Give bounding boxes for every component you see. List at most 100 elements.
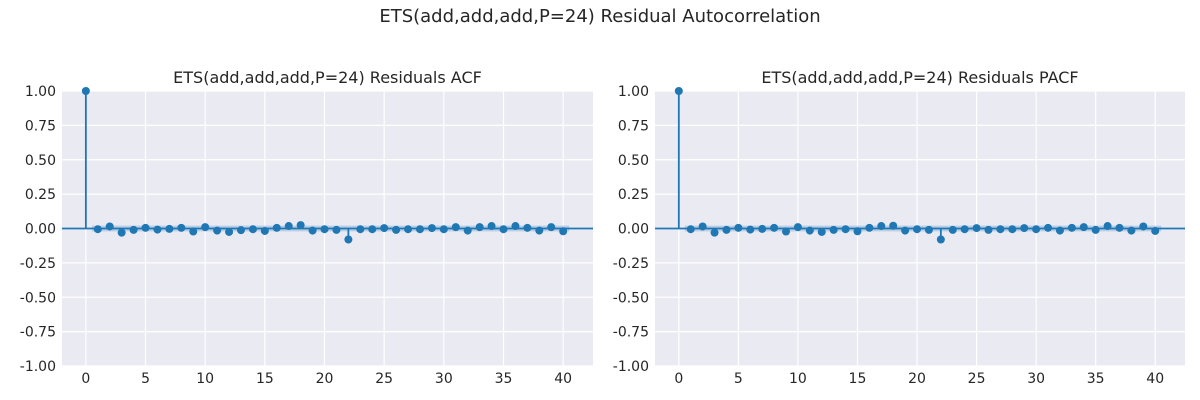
pacf-marker-lag-39 (1139, 222, 1148, 231)
acf-x-tick-label: 25 (375, 371, 393, 387)
pacf-marker-lag-5 (734, 223, 743, 232)
acf-marker-lag-6 (153, 225, 162, 234)
acf-y-tick-label: -0.25 (20, 256, 56, 272)
pacf-marker-lag-6 (746, 225, 755, 234)
acf-marker-lag-25 (380, 224, 389, 233)
pacf-chart-title: ETS(add,add,add,P=24) Residuals PACF (761, 68, 1078, 87)
pacf-marker-lag-17 (877, 222, 886, 231)
acf-y-tick-label: -1.00 (20, 359, 56, 375)
acf-y-tick-label: 0.00 (25, 222, 56, 238)
pacf-y-tick-label: -0.75 (613, 325, 649, 341)
acf-marker-lag-8 (177, 223, 186, 232)
pacf-marker-lag-32 (1055, 226, 1064, 235)
acf-marker-lag-20 (320, 225, 329, 234)
pacf-marker-lag-28 (1008, 225, 1017, 234)
pacf-marker-lag-26 (984, 225, 993, 234)
pacf-x-tick-label: 30 (1027, 371, 1045, 387)
acf-x-tick-label: 15 (256, 371, 274, 387)
pacf-marker-lag-18 (889, 221, 898, 230)
pacf-marker-lag-40 (1151, 226, 1160, 235)
acf-marker-lag-19 (308, 226, 317, 235)
pacf-marker-lag-19 (901, 226, 910, 235)
acf-marker-lag-7 (165, 224, 174, 233)
acf-marker-lag-3 (117, 228, 126, 237)
pacf-x-tick-label: 15 (849, 371, 867, 387)
acf-marker-lag-37 (523, 223, 532, 232)
acf-marker-lag-36 (511, 222, 520, 231)
acf-marker-lag-35 (499, 225, 508, 234)
acf-marker-lag-12 (225, 227, 234, 236)
acf-marker-lag-26 (392, 225, 401, 234)
acf-x-tick-label: 0 (81, 371, 90, 387)
acf-x-tick-label: 35 (495, 371, 513, 387)
pacf-marker-lag-10 (793, 223, 802, 232)
pacf-marker-lag-38 (1127, 226, 1136, 235)
pacf-marker-lag-11 (805, 226, 814, 235)
acf-marker-lag-22 (344, 235, 353, 244)
pacf-marker-lag-7 (758, 224, 767, 233)
pacf-marker-lag-29 (1020, 224, 1029, 233)
pacf-marker-lag-27 (996, 225, 1005, 234)
pacf-marker-lag-21 (924, 225, 933, 234)
pacf-marker-lag-34 (1079, 223, 1088, 232)
acf-marker-lag-13 (236, 226, 245, 235)
acf-x-tick-label: 5 (141, 371, 150, 387)
pacf-marker-lag-12 (817, 227, 826, 236)
acf-marker-lag-38 (535, 226, 544, 235)
acf-y-tick-label: 0.25 (25, 187, 56, 203)
pacf-marker-lag-20 (913, 225, 922, 234)
pacf-y-tick-label: 0.00 (618, 222, 649, 238)
acf-marker-lag-28 (415, 225, 424, 234)
acf-marker-lag-33 (475, 223, 484, 232)
pacf-x-tick-label: 35 (1087, 371, 1105, 387)
pacf-y-tick-label: -0.50 (613, 290, 649, 306)
acf-chart: ETS(add,add,add,P=24) Residuals ACF 0 5 10… (20, 68, 593, 387)
pacf-marker-lag-24 (960, 225, 969, 234)
acf-marker-lag-31 (451, 223, 460, 232)
acf-marker-lag-24 (368, 225, 377, 234)
pacf-marker-lag-22 (936, 235, 945, 244)
pacf-x-tick-label: 5 (734, 371, 743, 387)
pacf-marker-lag-14 (841, 225, 850, 234)
acf-chart-title: ETS(add,add,add,P=24) Residuals ACF (173, 68, 482, 87)
pacf-marker-lag-25 (972, 224, 981, 233)
acf-marker-lag-2 (105, 222, 114, 231)
pacf-y-tick-label: -1.00 (613, 359, 649, 375)
pacf-marker-lag-8 (770, 223, 779, 232)
acf-x-tick-label: 40 (554, 371, 572, 387)
acf-marker-lag-15 (260, 226, 269, 235)
acf-y-tick-label: 1.00 (25, 84, 56, 100)
acf-marker-lag-14 (248, 225, 257, 234)
pacf-x-tick-label: 0 (674, 371, 683, 387)
acf-marker-lag-21 (332, 225, 341, 234)
pacf-y-tick-label: 1.00 (618, 84, 649, 100)
acf-marker-lag-5 (141, 223, 150, 232)
pacf-x-tick-label: 25 (968, 371, 986, 387)
pacf-x-tick-label: 40 (1146, 371, 1164, 387)
pacf-marker-lag-13 (829, 225, 838, 234)
acf-marker-lag-10 (201, 223, 210, 232)
pacf-marker-lag-1 (686, 225, 695, 234)
acf-marker-lag-9 (189, 227, 198, 236)
acf-marker-lag-23 (356, 225, 365, 234)
pacf-marker-lag-23 (948, 225, 957, 234)
pacf-marker-lag-35 (1091, 225, 1100, 234)
acf-x-tick-label: 20 (316, 371, 334, 387)
acf-marker-lag-30 (439, 225, 448, 234)
acf-x-tick-label: 10 (196, 371, 214, 387)
pacf-marker-lag-36 (1103, 222, 1112, 231)
pacf-y-tick-label: 0.25 (618, 187, 649, 203)
acf-marker-lag-0 (81, 87, 90, 95)
pacf-marker-lag-31 (1044, 223, 1053, 232)
acf-marker-lag-11 (213, 226, 222, 235)
acf-marker-lag-4 (129, 225, 138, 234)
pacf-y-tick-label: 0.50 (618, 153, 649, 169)
acf-marker-lag-32 (463, 226, 472, 235)
pacf-marker-lag-4 (722, 225, 731, 234)
pacf-marker-lag-16 (865, 223, 874, 232)
acf-y-tick-label: 0.75 (25, 118, 56, 134)
acf-y-tick-label: 0.50 (25, 153, 56, 169)
pacf-marker-lag-0 (674, 87, 683, 95)
